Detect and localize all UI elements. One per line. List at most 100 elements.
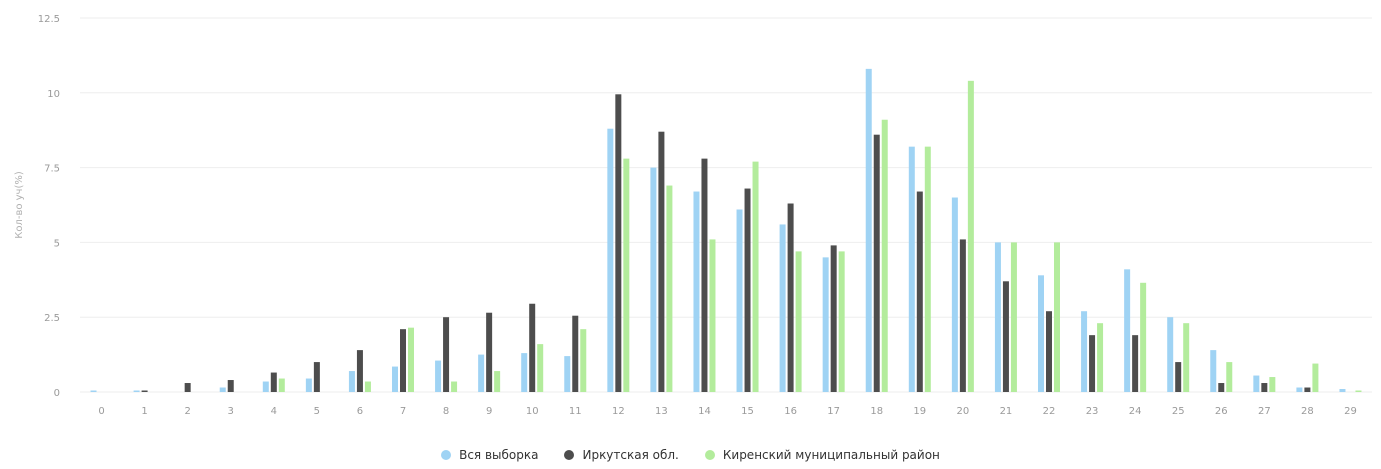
bar[interactable] <box>1081 311 1088 392</box>
bar[interactable] <box>959 239 966 392</box>
bar[interactable] <box>400 329 406 392</box>
bar[interactable] <box>916 191 923 392</box>
bar[interactable] <box>1089 335 1096 392</box>
y-tick-label: 12.5 <box>38 14 60 25</box>
bar[interactable] <box>451 381 458 392</box>
bar[interactable] <box>623 158 630 392</box>
bar[interactable] <box>262 381 269 392</box>
x-tick-label: 17 <box>827 406 840 417</box>
bar[interactable] <box>994 242 1001 392</box>
bar[interactable] <box>1132 335 1139 392</box>
bar[interactable] <box>1210 350 1217 392</box>
bar[interactable] <box>486 312 493 392</box>
bar[interactable] <box>478 354 485 392</box>
bar[interactable] <box>356 350 363 392</box>
legend-label: Иркутская обл. <box>582 448 679 462</box>
bar[interactable] <box>736 209 743 392</box>
x-tick-label: 23 <box>1086 406 1099 417</box>
bar[interactable] <box>90 390 97 392</box>
bar[interactable] <box>1226 362 1233 392</box>
bar[interactable] <box>184 383 191 392</box>
bar[interactable] <box>1355 390 1362 392</box>
bar[interactable] <box>408 327 414 392</box>
bar[interactable] <box>1304 387 1311 392</box>
bar[interactable] <box>564 356 571 392</box>
bar[interactable] <box>572 315 579 392</box>
bar[interactable] <box>219 387 226 392</box>
bar[interactable] <box>838 251 845 392</box>
bar[interactable] <box>1218 383 1225 392</box>
bar[interactable] <box>364 381 371 392</box>
bar[interactable] <box>305 378 312 392</box>
bar[interactable] <box>1269 377 1276 392</box>
bar[interactable] <box>435 360 442 392</box>
bar[interactable] <box>1140 282 1147 392</box>
legend-item[interactable]: Киренский муниципальный район <box>704 448 940 462</box>
legend-label: Вся выборка <box>459 448 539 462</box>
bar[interactable] <box>951 197 958 392</box>
bar[interactable] <box>666 185 673 392</box>
bar[interactable] <box>1054 242 1060 392</box>
x-tick-label: 9 <box>486 406 492 417</box>
bar[interactable] <box>881 119 888 392</box>
bar[interactable] <box>779 224 786 392</box>
bar[interactable] <box>709 239 716 392</box>
x-tick-label: 15 <box>741 406 754 417</box>
bar[interactable] <box>607 128 614 393</box>
bar[interactable] <box>701 158 708 392</box>
bar[interactable] <box>1124 269 1131 392</box>
bar[interactable] <box>615 94 622 393</box>
bar[interactable] <box>227 380 234 392</box>
bar[interactable] <box>133 390 140 392</box>
x-tick-label: 4 <box>271 406 277 417</box>
bar[interactable] <box>1261 383 1268 392</box>
bar[interactable] <box>650 167 657 392</box>
bar[interactable] <box>1339 389 1346 392</box>
bar[interactable] <box>1038 275 1044 392</box>
bar[interactable] <box>967 80 974 392</box>
bar[interactable] <box>795 251 802 392</box>
bar[interactable] <box>313 362 320 392</box>
x-tick-label: 1 <box>141 406 147 417</box>
bar[interactable] <box>443 317 450 392</box>
bar[interactable] <box>1253 375 1260 392</box>
bar[interactable] <box>1046 311 1052 392</box>
bar[interactable] <box>1175 362 1182 392</box>
bar[interactable] <box>1002 281 1009 392</box>
bar[interactable] <box>529 303 536 392</box>
legend-item[interactable]: Иркутская обл. <box>564 448 679 462</box>
x-tick-label: 0 <box>98 406 104 417</box>
bar[interactable] <box>822 257 829 392</box>
legend-item[interactable]: Вся выборка <box>441 448 538 462</box>
bar[interactable] <box>580 329 587 392</box>
bar[interactable] <box>873 134 880 393</box>
bar[interactable] <box>1010 242 1017 392</box>
bar[interactable] <box>752 161 759 392</box>
bar[interactable] <box>494 371 501 392</box>
bar[interactable] <box>521 353 528 392</box>
bar[interactable] <box>1296 387 1303 392</box>
bar[interactable] <box>787 203 794 392</box>
bar[interactable] <box>270 372 277 392</box>
bar[interactable] <box>1312 363 1319 392</box>
bar[interactable] <box>908 146 915 392</box>
bar[interactable] <box>924 146 931 392</box>
bar[interactable] <box>392 366 398 392</box>
bar[interactable] <box>278 378 285 392</box>
bar[interactable] <box>537 344 544 392</box>
bar[interactable] <box>865 68 872 392</box>
bar[interactable] <box>658 131 665 393</box>
bar[interactable] <box>693 191 700 392</box>
x-tick-label: 28 <box>1301 406 1314 417</box>
x-axis: 0 1 2 3 4 5 6 7 8 9 10 11 12 13 14 15 16 17 18 19 20 21 22 23 24… <box>98 406 1356 417</box>
bar[interactable] <box>141 390 148 392</box>
bar[interactable] <box>744 188 751 392</box>
bar[interactable] <box>830 245 837 392</box>
bar[interactable] <box>1167 317 1174 392</box>
x-tick-label: 25 <box>1172 406 1185 417</box>
bar[interactable] <box>1183 323 1190 392</box>
bar[interactable] <box>348 371 355 392</box>
x-tick-label: 18 <box>870 406 883 417</box>
bar[interactable] <box>1097 323 1104 392</box>
x-tick-label: 14 <box>698 406 711 417</box>
